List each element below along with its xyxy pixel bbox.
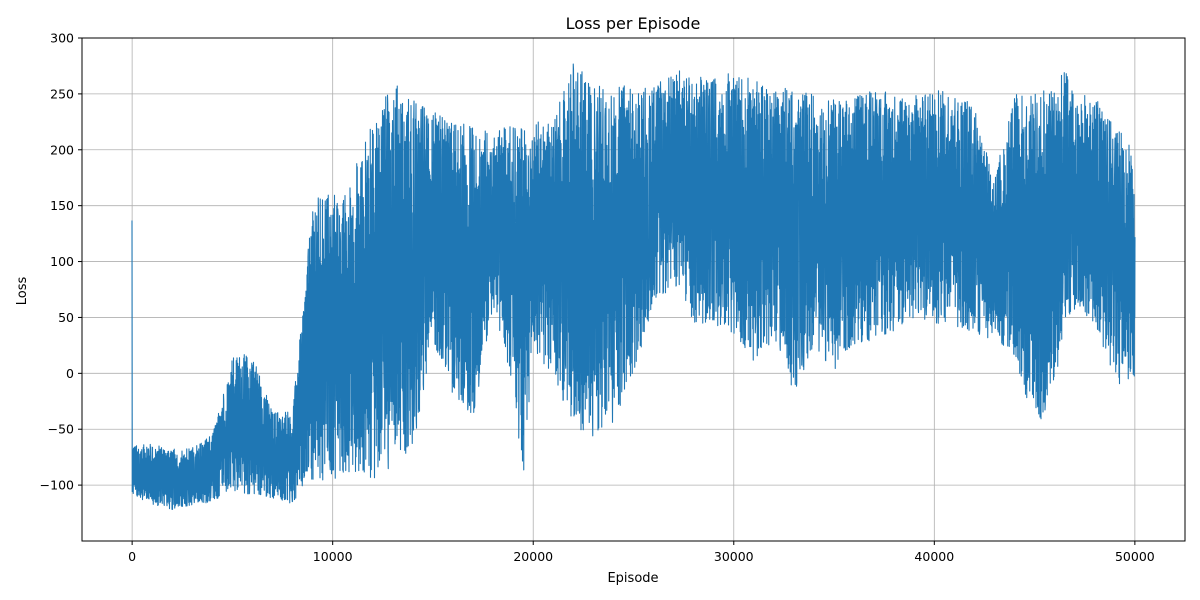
x-tick-label: 10000 bbox=[313, 549, 353, 564]
y-tick-label: 50 bbox=[58, 310, 74, 325]
axes-frame bbox=[81, 37, 1186, 542]
y-tick-label: 300 bbox=[50, 31, 74, 46]
y-tick-label: 0 bbox=[66, 366, 74, 381]
y-tick-label: 150 bbox=[50, 198, 74, 213]
plot-area bbox=[131, 63, 1136, 510]
x-tick-label: 50000 bbox=[1115, 549, 1155, 564]
y-tick-label: 100 bbox=[50, 254, 74, 269]
x-tick-label: 30000 bbox=[714, 549, 754, 564]
x-tick-label: 40000 bbox=[914, 549, 954, 564]
y-tick-label: −100 bbox=[40, 478, 74, 493]
y-tick-label: 250 bbox=[50, 86, 74, 101]
chart-title: Loss per Episode bbox=[566, 14, 701, 33]
y-axis-label: Loss bbox=[15, 277, 30, 306]
axis-ticks: 0 10000 20000 30000 40000 50000 −100 −50 0 50 100 1… bbox=[40, 31, 1155, 565]
x-tick-label: 20000 bbox=[513, 549, 553, 564]
y-tick-label: −50 bbox=[48, 422, 74, 437]
loss-series-line bbox=[131, 63, 1136, 510]
x-tick-label: 0 bbox=[128, 549, 136, 564]
y-tick-label: 200 bbox=[50, 142, 74, 157]
x-axis-label: Episode bbox=[607, 571, 658, 586]
